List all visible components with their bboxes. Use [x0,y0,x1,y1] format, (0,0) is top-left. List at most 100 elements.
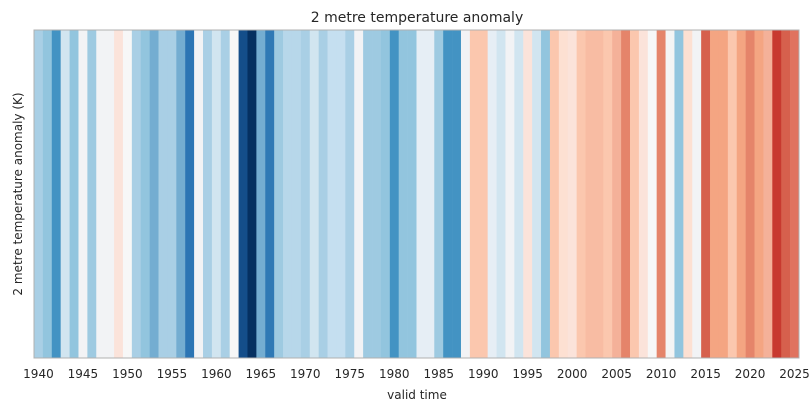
stripe-1983 [416,30,426,358]
stripe-1990 [478,30,488,358]
stripe-1949 [114,30,124,358]
stripe-1965 [256,30,266,358]
stripe-1967 [274,30,284,358]
x-tick-label: 2025 [779,367,810,381]
stripe-2004 [603,30,613,358]
stripe-1974 [336,30,346,358]
x-tick-label: 1975 [335,367,366,381]
stripe-2002 [585,30,595,358]
stripe-1980 [389,30,400,358]
stripe-1962 [229,30,239,358]
stripe-1955 [167,30,177,358]
stripe-2021 [754,30,764,358]
stripe-2023 [772,30,782,358]
stripe-1973 [327,30,337,358]
stripe-1958 [194,30,204,358]
stripe-1979 [380,30,391,358]
y-axis-label: 2 metre temperature anomaly (K) [11,92,25,295]
stripe-1947 [96,30,106,358]
stripe-2009 [647,30,657,358]
stripe-2017 [718,30,729,358]
stripe-1950 [122,30,133,358]
x-tick-label: 2020 [735,367,766,381]
stripe-1945 [78,30,88,358]
stripe-1960 [211,30,222,358]
stripe-2007 [629,30,640,358]
x-tick-label: 1970 [290,367,321,381]
x-tick-label: 1985 [423,367,454,381]
stripe-1964 [247,30,257,358]
stripe-2005 [612,30,622,358]
stripe-1999 [558,30,569,358]
stripe-1957 [185,30,195,358]
stripe-1953 [149,30,159,358]
stripe-1944 [69,30,79,358]
stripe-1985 [434,30,444,358]
stripe-2000 [567,30,577,358]
stripe-1943 [60,30,70,358]
stripe-2024 [781,30,791,358]
stripe-1984 [425,30,435,358]
stripe-2006 [621,30,631,358]
stripe-1994 [514,30,524,358]
stripe-2019 [736,30,746,358]
x-tick-label: 1965 [246,367,277,381]
stripe-1941 [42,30,53,358]
stripe-2016 [710,30,720,358]
stripe-1988 [460,30,471,358]
x-tick-label: 1950 [112,367,143,381]
x-tick-label: 2015 [690,367,721,381]
x-tick-label: 2000 [557,367,588,381]
stripe-1992 [496,30,506,358]
stripe-1954 [158,30,168,358]
stripe-2001 [576,30,586,358]
stripe-1995 [523,30,533,358]
plot-frame [33,29,800,359]
stripe-1968 [283,30,293,358]
x-tick-label: 1995 [512,367,543,381]
x-tick-label: 1955 [157,367,188,381]
stripe-1971 [309,30,319,358]
stripe-1976 [354,30,364,358]
stripe-1963 [238,30,248,358]
stripe-2011 [665,30,675,358]
stripe-2008 [638,30,649,358]
stripe-1993 [505,30,515,358]
stripe-1981 [398,30,408,358]
stripe-1982 [407,30,417,358]
stripe-1956 [176,30,186,358]
stripe-2010 [656,30,666,358]
stripe-1972 [318,30,328,358]
stripe-1952 [140,30,150,358]
stripe-1998 [549,30,560,358]
x-tick-label: 2010 [646,367,677,381]
stripes-group [34,30,800,358]
stripe-1978 [372,30,382,358]
stripe-2020 [745,30,755,358]
stripe-1975 [345,30,355,358]
stripe-2012 [674,30,684,358]
chart-title: 2 metre temperature anomaly [311,10,523,26]
stripe-2018 [727,30,738,358]
stripe-2014 [692,30,702,358]
x-tick-label: 1960 [201,367,232,381]
stripe-1997 [541,30,551,358]
stripe-1986 [443,30,453,358]
stripe-2013 [683,30,693,358]
x-axis-ticks: 1940 1945 1950 1955 1960 1965 1970 1975 1980 1985… [23,367,810,381]
stripe-2003 [594,30,604,358]
x-tick-label: 1980 [379,367,410,381]
stripe-2025 [790,30,800,358]
stripe-2022 [763,30,773,358]
stripe-1970 [300,30,311,358]
stripe-2015 [701,30,711,358]
stripe-1946 [87,30,97,358]
stripe-1989 [469,30,480,358]
stripe-1940 [34,30,44,358]
stripe-1987 [452,30,462,358]
stripe-1942 [51,30,61,358]
x-tick-label: 1945 [68,367,99,381]
stripe-1991 [487,30,497,358]
stripe-1948 [105,30,115,358]
